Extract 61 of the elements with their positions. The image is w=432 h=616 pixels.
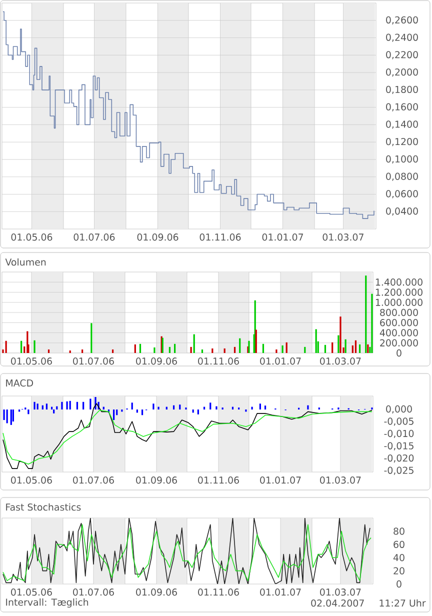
y-tick-label: -0,015 xyxy=(384,442,414,450)
x-tick-label: 01.07.06 xyxy=(73,588,114,596)
y-tick-label: 0,0400 xyxy=(386,208,418,216)
y-tick-label: 0,1600 xyxy=(386,103,418,112)
chart-title: Volumen xyxy=(5,258,46,266)
y-tick-label: 0,0600 xyxy=(386,190,418,198)
y-tick-label: 0,1400 xyxy=(386,120,418,129)
x-tick-label: 01.01.07 xyxy=(262,234,304,241)
y-tick-label: 0,1200 xyxy=(386,138,418,146)
x-tick-label: 01.01.07 xyxy=(260,588,301,596)
y-tick-label: 200.000 xyxy=(380,339,418,346)
y-tick-label: 0,1000 xyxy=(386,155,418,164)
x-tick-label: 01.11.06 xyxy=(198,358,239,365)
x-tick-label: 01.05.06 xyxy=(11,476,52,484)
y-tick-label: 0,1800 xyxy=(386,86,418,94)
y-tick-label: 60 xyxy=(394,540,404,548)
text: 02.04.2007 xyxy=(311,600,364,607)
x-tick-label: 01.05.06 xyxy=(11,588,52,596)
x-tick-label: 01.03.07 xyxy=(320,358,361,365)
y-tick-label: 0,2200 xyxy=(386,51,418,60)
y-tick-label: 20 xyxy=(394,567,404,574)
chart-title: MACD xyxy=(6,379,34,387)
y-tick-label: 1.000.000 xyxy=(376,298,422,306)
y-tick-label: 0,2000 xyxy=(386,68,418,77)
y-tick-label: -0,005 xyxy=(384,418,414,426)
y-tick-label: 0 xyxy=(396,349,402,357)
x-tick-label: 01.03.07 xyxy=(320,588,361,596)
x-tick-label: 01.03.07 xyxy=(322,234,364,241)
y-tick-label: 40 xyxy=(393,554,404,562)
x-tick-label: 01.03.07 xyxy=(320,476,361,484)
y-tick-label: 400.000 xyxy=(380,329,418,336)
y-tick-label: 600.000 xyxy=(380,319,418,326)
y-tick-label: 800.000 xyxy=(380,308,418,316)
x-tick-label: 01.05.06 xyxy=(11,234,52,241)
x-tick-label: 01.09.06 xyxy=(136,476,177,484)
y-tick-label: -0,025 xyxy=(384,466,414,475)
x-tick-label: 01.09.06 xyxy=(137,234,178,241)
x-tick-label: 01.07.06 xyxy=(73,358,114,365)
x-tick-label: 01.01.07 xyxy=(260,358,301,365)
x-tick-label: 01.09.06 xyxy=(136,588,177,596)
y-tick-label: 1.400.000 xyxy=(376,278,422,286)
text: 11:27 Uhr xyxy=(380,599,426,607)
x-tick-label: 01.01.07 xyxy=(260,476,301,484)
y-tick-label: -0,020 xyxy=(384,454,414,463)
x-tick-label: 01.11.06 xyxy=(198,476,239,484)
y-tick-label: 0,2400 xyxy=(386,34,418,42)
y-tick-label: 1.200.000 xyxy=(376,288,422,296)
y-tick-label: 0,2600 xyxy=(386,16,418,24)
y-tick-label: -0,010 xyxy=(384,430,414,438)
chart-title: Fast Stochastics xyxy=(6,503,81,511)
x-tick-label: 01.11.06 xyxy=(198,588,239,596)
y-tick-label: 80 xyxy=(394,528,404,535)
y-tick-label: 0,0800 xyxy=(386,172,418,181)
x-tick-label: 01.11.06 xyxy=(200,234,241,241)
y-tick-label: 0 xyxy=(396,580,402,588)
text: Intervall: Tæglich xyxy=(6,598,88,608)
x-tick-label: 01.07.06 xyxy=(74,234,115,241)
x-tick-label: 01.07.06 xyxy=(73,476,114,484)
x-tick-label: 01.05.06 xyxy=(11,358,52,365)
x-tick-label: 01.09.06 xyxy=(136,358,177,365)
y-tick-label: 0,000 xyxy=(386,405,412,414)
